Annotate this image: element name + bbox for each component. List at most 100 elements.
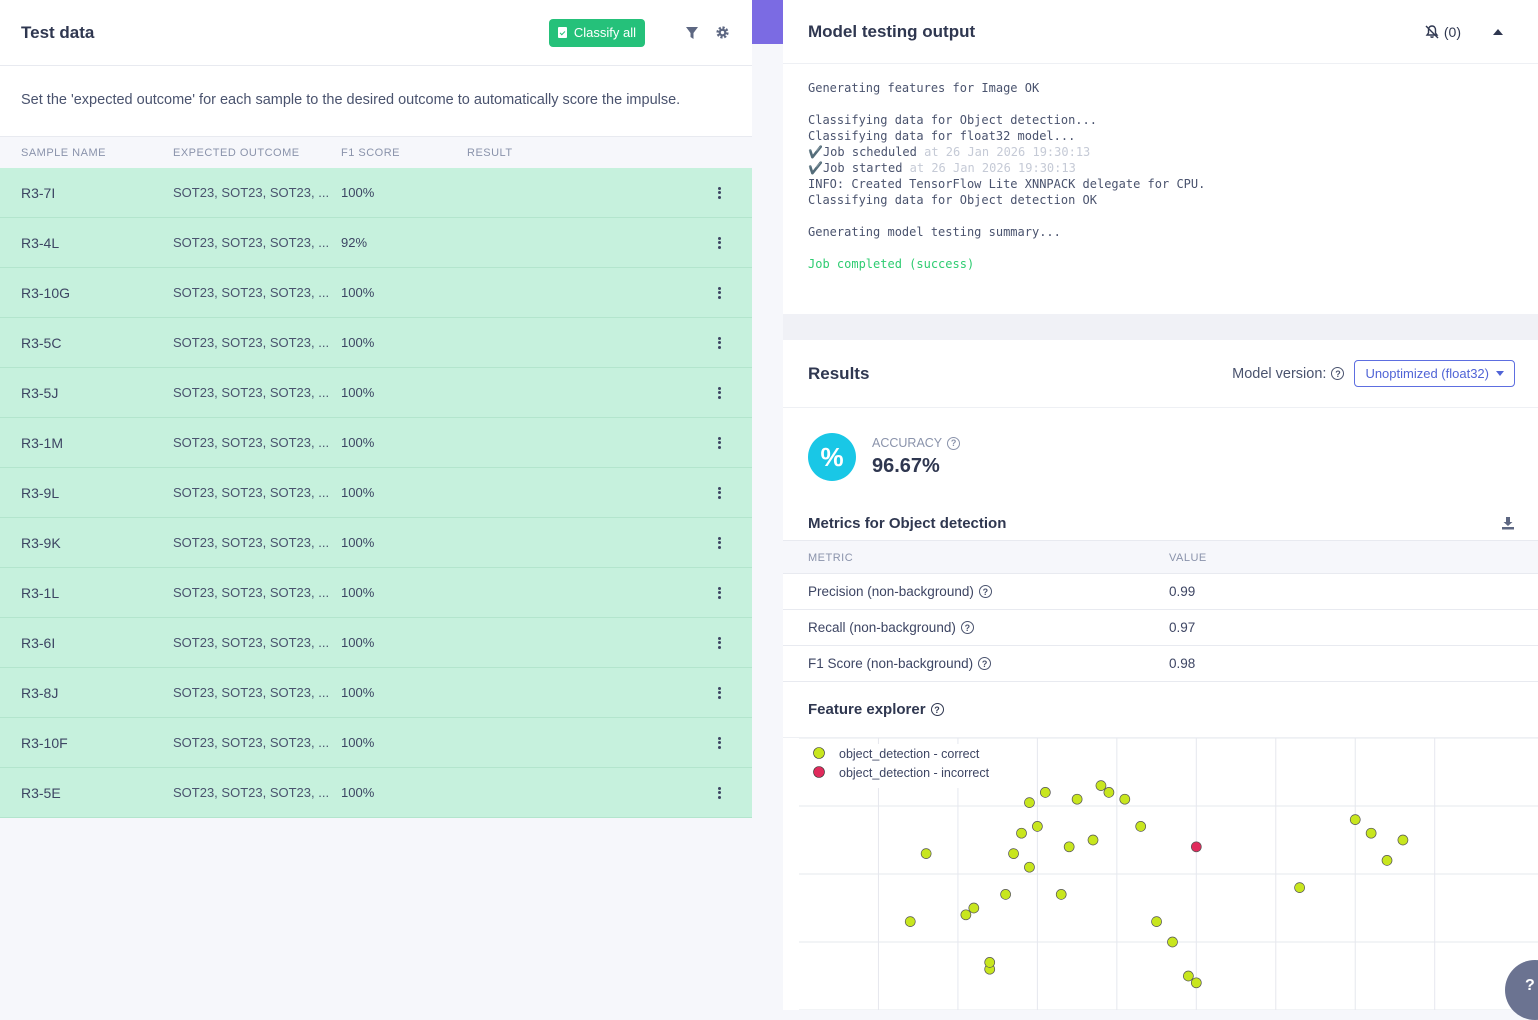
col-f1-score[interactable]: F1 SCORE xyxy=(341,146,401,159)
col-expected-outcome[interactable]: EXPECTED OUTCOME xyxy=(173,146,300,159)
legend-label[interactable]: object_detection - incorrect xyxy=(839,766,990,780)
expected-outcome: SOT23, SOT23, SOT23, ... xyxy=(173,735,330,750)
scatter-point[interactable] xyxy=(1008,848,1019,859)
more-vertical-icon[interactable] xyxy=(716,785,722,801)
table-row[interactable]: R3-6I SOT23, SOT23, SOT23, ... 100% xyxy=(0,618,752,668)
scatter-point[interactable] xyxy=(1032,821,1043,832)
more-vertical-icon[interactable] xyxy=(716,435,722,451)
scatter-point[interactable] xyxy=(1190,977,1202,989)
table-row[interactable]: R3-9K SOT23, SOT23, SOT23, ... 100% xyxy=(0,518,752,568)
f1-score: 100% xyxy=(341,285,375,300)
sample-name[interactable]: R3-4L xyxy=(21,234,60,251)
scatter-point[interactable] xyxy=(1095,780,1107,791)
sample-name[interactable]: R3-10F xyxy=(21,734,68,751)
help-circle-icon[interactable]: ? xyxy=(978,657,992,670)
more-vertical-icon[interactable] xyxy=(716,385,722,401)
f1-score: 100% xyxy=(341,385,375,400)
sample-name[interactable]: R3-1L xyxy=(21,584,60,601)
sample-name[interactable]: R3-9K xyxy=(21,534,61,551)
scatter-point[interactable] xyxy=(1039,787,1051,798)
help-circle-icon[interactable]: ? xyxy=(947,436,961,450)
scatter-point[interactable] xyxy=(968,902,980,914)
table-row[interactable]: R3-7I SOT23, SOT23, SOT23, ... 100% xyxy=(0,168,752,218)
help-circle-icon[interactable]: ? xyxy=(960,621,974,634)
table-row[interactable]: R3-4L SOT23, SOT23, SOT23, ... 92% xyxy=(0,218,752,268)
scatter-point[interactable] xyxy=(1071,793,1083,805)
gear-icon[interactable] xyxy=(713,24,731,42)
scatter-point[interactable] xyxy=(1024,797,1035,808)
model-testing-output-panel: Model testing output (0) Generating feat… xyxy=(783,0,1538,314)
scatter-point[interactable] xyxy=(960,909,972,921)
sample-name[interactable]: R3-1M xyxy=(21,434,64,451)
scatter-point[interactable] xyxy=(1397,834,1409,846)
legend-label[interactable]: object_detection - correct xyxy=(839,747,980,761)
scatter-point[interactable] xyxy=(920,848,932,859)
more-vertical-icon[interactable] xyxy=(716,235,722,251)
console-line: Classifying data for Object detection... xyxy=(808,112,1513,128)
table-row[interactable]: R3-8J SOT23, SOT23, SOT23, ... 100% xyxy=(0,668,752,718)
table-row[interactable]: R3-10G SOT23, SOT23, SOT23, ... 100% xyxy=(0,268,752,318)
table-row[interactable]: R3-5J SOT23, SOT23, SOT23, ... 100% xyxy=(0,368,752,418)
more-vertical-icon[interactable] xyxy=(716,285,722,301)
scatter-point[interactable] xyxy=(1365,827,1377,839)
scatter-point[interactable] xyxy=(1016,827,1027,839)
table-row[interactable]: R3-9L SOT23, SOT23, SOT23, ... 100% xyxy=(0,468,752,518)
scatter-point[interactable] xyxy=(1103,787,1115,798)
table-row[interactable]: R3-10F SOT23, SOT23, SOT23, ... 100% xyxy=(0,718,752,768)
scatter-point[interactable] xyxy=(1119,793,1131,805)
expected-outcome: SOT23, SOT23, SOT23, ... xyxy=(173,535,330,550)
scatter-point[interactable] xyxy=(1190,841,1202,853)
scatter-chart[interactable]: object_detection - correct object_detecti… xyxy=(783,737,1538,1011)
sample-name[interactable]: R3-5E xyxy=(21,784,61,801)
sample-name[interactable]: R3-8J xyxy=(21,684,59,701)
more-vertical-icon[interactable] xyxy=(716,735,722,751)
scatter-point[interactable] xyxy=(1294,882,1305,893)
more-vertical-icon[interactable] xyxy=(716,585,722,601)
classify-all-button[interactable]: Classify all xyxy=(548,18,645,47)
filter-icon[interactable] xyxy=(683,24,701,42)
table-row[interactable]: R3-1L SOT23, SOT23, SOT23, ... 100% xyxy=(0,568,752,618)
more-vertical-icon[interactable] xyxy=(716,635,722,651)
scatter-point[interactable] xyxy=(1087,834,1099,846)
table-row[interactable]: R3-1M SOT23, SOT23, SOT23, ... 100% xyxy=(0,418,752,468)
scatter-point[interactable] xyxy=(1063,841,1075,853)
notifications-button[interactable]: (0) xyxy=(1424,24,1461,40)
scatter-point[interactable] xyxy=(984,957,996,968)
scatter-point[interactable] xyxy=(1024,861,1035,873)
more-vertical-icon[interactable] xyxy=(716,535,722,551)
scatter-point[interactable] xyxy=(1381,855,1393,866)
scatter-point[interactable] xyxy=(1349,814,1361,825)
scatter-point[interactable] xyxy=(1183,970,1194,982)
more-vertical-icon[interactable] xyxy=(716,685,722,701)
console-timestamp: at 26 Jan 2026 19:30:13 xyxy=(902,161,1076,175)
collapse-icon[interactable] xyxy=(1493,28,1503,35)
scatter-point[interactable] xyxy=(1151,916,1162,927)
legend-marker[interactable] xyxy=(813,747,825,759)
sample-name[interactable]: R3-9L xyxy=(21,484,60,501)
samples-table-body: R3-7I SOT23, SOT23, SOT23, ... 100% R3-4L SO… xyxy=(0,168,752,818)
scatter-point[interactable] xyxy=(1135,821,1147,832)
table-row[interactable]: R3-5C SOT23, SOT23, SOT23, ... 100% xyxy=(0,318,752,368)
sample-name[interactable]: R3-6I xyxy=(21,634,56,651)
help-circle-icon[interactable]: ? xyxy=(1331,367,1345,380)
sample-name[interactable]: R3-5J xyxy=(21,384,59,401)
scatter-point[interactable] xyxy=(1167,936,1178,948)
more-vertical-icon[interactable] xyxy=(716,485,722,501)
col-sample-name[interactable]: SAMPLE NAME xyxy=(21,146,106,159)
more-vertical-icon[interactable] xyxy=(716,185,722,201)
table-row[interactable]: R3-5E SOT23, SOT23, SOT23, ... 100% xyxy=(0,768,752,818)
more-vertical-icon[interactable] xyxy=(716,335,722,351)
sample-name[interactable]: R3-7I xyxy=(21,184,56,201)
download-icon[interactable] xyxy=(1501,516,1515,530)
col-result[interactable]: RESULT xyxy=(467,146,513,159)
scatter-point[interactable] xyxy=(1055,889,1067,900)
sample-name[interactable]: R3-10G xyxy=(21,284,71,301)
scatter-point[interactable] xyxy=(904,916,916,927)
legend-marker[interactable] xyxy=(813,766,825,778)
help-circle-icon[interactable]: ? xyxy=(978,585,992,598)
sample-name[interactable]: R3-5C xyxy=(21,334,62,351)
help-circle-icon[interactable]: ? xyxy=(930,703,944,716)
scatter-point[interactable] xyxy=(1000,889,1011,900)
metrics-table-header: METRIC VALUE xyxy=(783,540,1538,574)
model-version-select[interactable]: Unoptimized (float32) xyxy=(1354,360,1515,387)
